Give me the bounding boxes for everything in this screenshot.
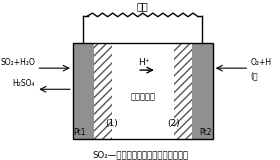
Text: SO₂+H₂O: SO₂+H₂O [0,58,35,67]
Text: Pt1: Pt1 [73,128,86,137]
Text: H⁺: H⁺ [138,58,150,67]
Text: O₂+H: O₂+H [251,58,272,67]
Bar [192,43,213,139]
Text: SO₂—空气质子交换膜燃料电池的原理: SO₂—空气质子交换膜燃料电池的原理 [92,151,188,160]
Bar [94,43,112,139]
Text: 负载: 负载 [137,1,149,11]
Text: 质子交换膜: 质子交换膜 [130,92,155,101]
Text: Pt2: Pt2 [200,128,212,137]
Bar [73,43,213,139]
Bar [73,43,94,139]
Text: (2): (2) [167,119,180,128]
Text: (1): (1) [106,119,118,128]
Bar [73,43,213,139]
Text: H₂SO₄: H₂SO₄ [13,79,35,88]
Bar [174,43,192,139]
Text: (增: (增 [251,71,258,80]
